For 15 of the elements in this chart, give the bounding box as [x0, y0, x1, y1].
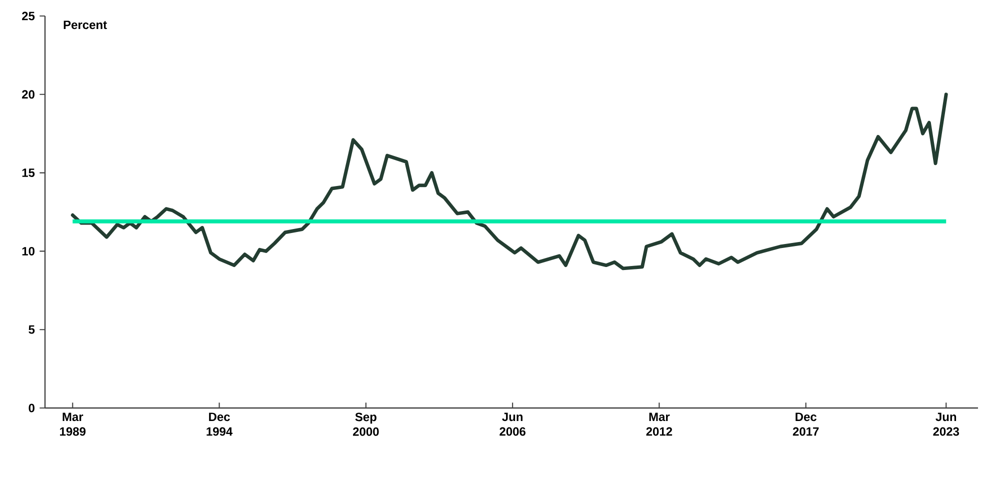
y-tick-label: 10 — [22, 246, 34, 256]
x-tick-label: Jun 2023 — [933, 412, 960, 436]
x-tick-label: Mar 2012 — [646, 412, 672, 436]
x-tick-label: Sep 2000 — [352, 412, 379, 436]
y-tick-label: 25 — [22, 12, 35, 20]
x-tick-label: Jun 2006 — [500, 412, 526, 436]
y-axis-title: Percent — [64, 20, 107, 30]
x-tick-label: Mar 1989 — [60, 412, 86, 436]
y-tick-label: 20 — [22, 90, 34, 99]
y-tick-label: 15 — [22, 168, 35, 177]
x-tick-label: Dec 1994 — [206, 412, 233, 436]
line-series — [70, 92, 948, 270]
x-tick-label: Dec 2017 — [792, 412, 819, 436]
y-tick-label: 0 — [28, 404, 34, 412]
y-tick-label: 5 — [28, 325, 35, 334]
